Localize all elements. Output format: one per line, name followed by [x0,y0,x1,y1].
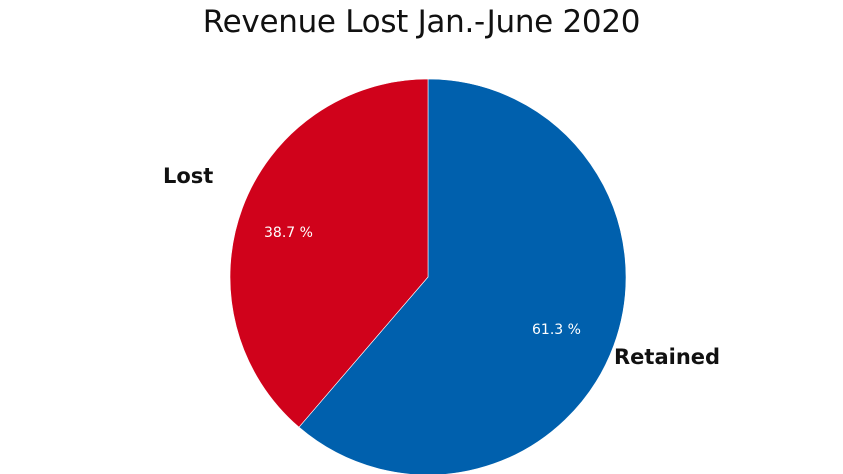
pct-label-retained: 61.3 % [532,322,581,338]
pie-slice-retained [298,78,627,474]
pie-slice-lost [229,78,429,428]
pct-label-lost: 38.7 % [264,225,313,241]
label-lost: Lost [163,164,214,188]
label-retained: Retained [614,345,721,369]
chart-title: Revenue Lost Jan.-June 2020 [202,4,641,40]
